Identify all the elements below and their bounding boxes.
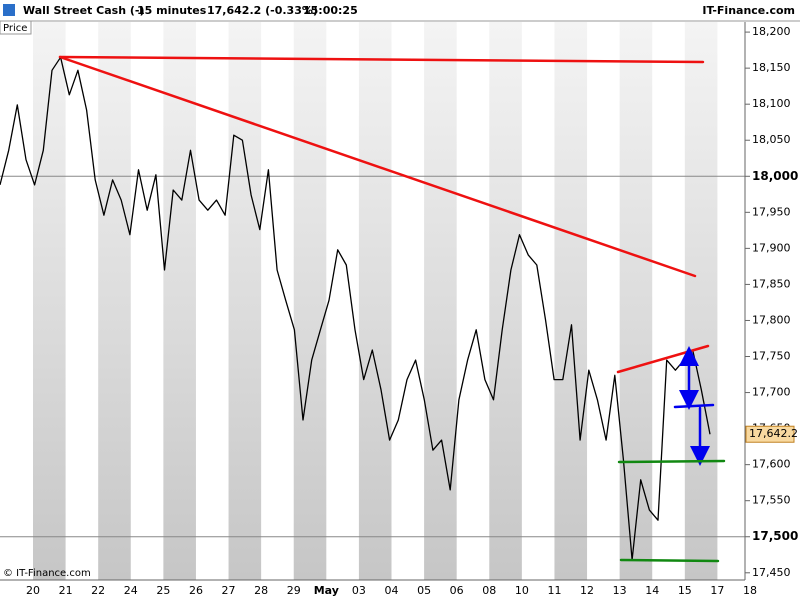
grid [0,175,745,538]
day-band [424,22,457,580]
y-tick-label: 17,800 [752,313,791,326]
x-tick-label: 25 [156,584,170,597]
axes: 20 21 22 24 25 26 27 28 29 May 03 04 05 06 08 10 11 12 13 1… [26,25,798,597]
plot [0,56,711,561]
y-axis-label: Price [3,23,27,34]
x-tick-label: 13 [613,584,627,597]
x-tick-label: 05 [417,584,431,597]
last-value-label: 17,642.2 [749,427,798,440]
last-value-box [745,425,795,443]
y-tick-label: 18,000 [752,169,798,183]
x-tick-label: 26 [189,584,203,597]
x-tick-label: 21 [59,584,73,597]
x-tick-label: May [314,584,339,597]
x-tick-label: 03 [352,584,366,597]
credit: © IT-Finance.com [3,568,91,579]
x-tick-label: 12 [580,584,594,597]
right-axis [745,22,800,580]
y-tick-label: 18,100 [752,97,791,110]
instrument: Wall Street Cash (-) [23,4,144,17]
x-tick-label: 17 [710,584,724,597]
x-tick-label: 04 [385,584,399,597]
y-tick-label: 17,550 [752,494,791,507]
day-band [684,22,718,580]
y-tick-label: 18,200 [752,25,791,38]
trendline [58,55,705,64]
x-tick-label: 24 [124,584,138,597]
x-tick-label: 22 [91,584,105,597]
x-tick-label: 10 [515,584,529,597]
y-tick-label: 17,750 [752,350,791,363]
y-tick-label: 17,850 [752,277,791,290]
y-tick-label: 17,600 [752,458,791,471]
day-band [98,22,131,580]
y-tick-label: 17,900 [752,241,791,254]
time: 15:00:25 [303,4,358,17]
bottom-axis [0,580,800,600]
x-tick-label: 14 [645,584,659,597]
y-tick-label: 18,150 [752,61,791,74]
day-band [228,22,262,580]
y-tick-label: 17,700 [752,386,791,399]
interval: 15 minutes [137,4,207,17]
brand: IT-Finance.com [702,4,795,17]
header-bar [0,0,800,21]
x-tick-label: 15 [678,584,692,597]
y-tick-label: 17,500 [752,529,798,543]
day-bands [33,22,718,580]
trendlines [58,55,726,563]
y-tick-label: 18,050 [752,133,791,146]
y-tick-label: 17,950 [752,205,791,218]
trendline [617,459,726,464]
price-line [0,56,711,561]
y-tick-label: 17,450 [752,566,791,579]
day-band [554,22,588,580]
x-tick-label: 08 [482,584,496,597]
x-tick-label: 11 [547,584,561,597]
axis-label-box [0,20,32,35]
day-band [619,22,653,580]
logo [3,4,15,16]
day-band [163,22,196,580]
day-band [33,22,66,580]
x-tick-label: 28 [254,584,268,597]
trendline [619,558,720,563]
quote: 17,642.2 (-0.33%) [207,4,318,17]
day-band [293,22,327,580]
x-tick-label: 06 [450,584,464,597]
x-tick-label: 20 [26,584,40,597]
x-tick-label: 27 [222,584,236,597]
trendline [58,55,697,278]
x-tick-label: 18 [743,584,757,597]
x-tick-label: 29 [287,584,301,597]
day-band [489,22,522,580]
day-band [358,22,392,580]
